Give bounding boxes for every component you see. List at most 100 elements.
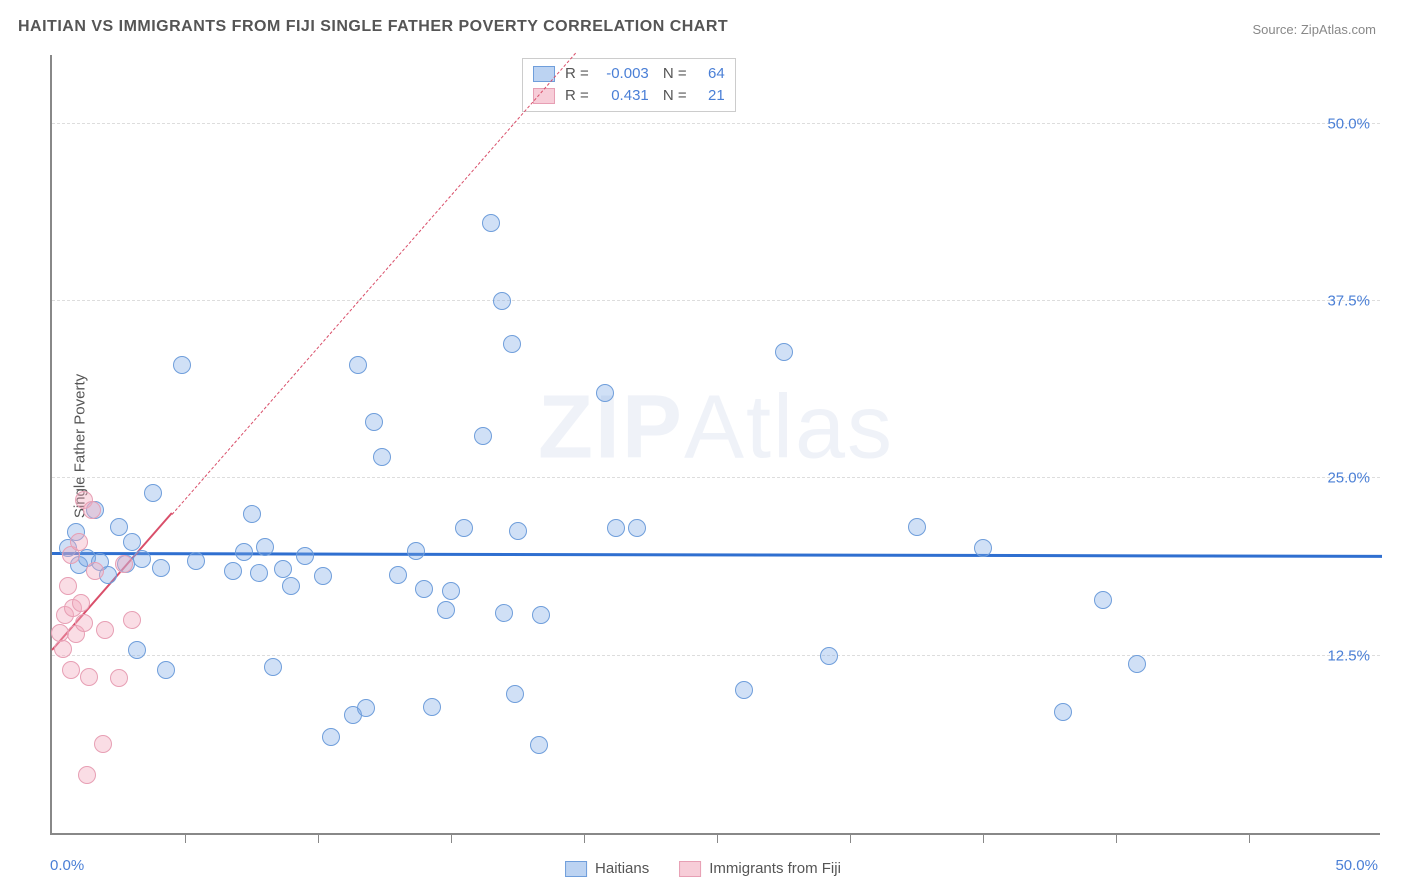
data-point — [115, 555, 133, 573]
data-point — [389, 566, 407, 584]
legend-swatch-0 — [565, 861, 587, 877]
data-point — [173, 356, 191, 374]
data-point — [503, 335, 521, 353]
data-point — [256, 538, 274, 556]
data-point — [423, 698, 441, 716]
data-point — [530, 736, 548, 754]
r-value-1: 0.431 — [599, 85, 649, 107]
data-point — [80, 668, 98, 686]
legend-row-series-1: R = 0.431 N = 21 — [533, 85, 725, 107]
data-point — [407, 542, 425, 560]
data-point — [144, 484, 162, 502]
trend-line — [171, 52, 576, 514]
data-point — [264, 658, 282, 676]
correlation-legend: R = -0.003 N = 64 R = 0.431 N = 21 — [522, 58, 736, 112]
x-axis-max-label: 50.0% — [1335, 857, 1378, 874]
data-point — [243, 505, 261, 523]
data-point — [1094, 591, 1112, 609]
data-point — [493, 292, 511, 310]
r-value-0: -0.003 — [599, 63, 649, 85]
data-point — [908, 518, 926, 536]
data-point — [110, 518, 128, 536]
data-point — [274, 560, 292, 578]
chart-title: HAITIAN VS IMMIGRANTS FROM FIJI SINGLE F… — [18, 18, 728, 36]
grid-line-h — [52, 655, 1380, 656]
data-point — [59, 577, 77, 595]
scatter-plot-area: ZIPAtlas R = -0.003 N = 64 R = 0.431 N =… — [50, 55, 1380, 835]
data-point — [357, 699, 375, 717]
x-tick — [451, 833, 452, 843]
data-point — [974, 539, 992, 557]
data-point — [532, 606, 550, 624]
data-point — [349, 356, 367, 374]
data-point — [110, 669, 128, 687]
data-point — [72, 594, 90, 612]
watermark: ZIPAtlas — [538, 377, 894, 480]
data-point — [78, 766, 96, 784]
legend-label-0: Haitians — [595, 860, 649, 877]
data-point — [128, 641, 146, 659]
y-tick-label: 25.0% — [1327, 470, 1370, 487]
data-point — [282, 577, 300, 595]
data-point — [96, 621, 114, 639]
x-tick — [983, 833, 984, 843]
data-point — [628, 519, 646, 537]
data-point — [54, 640, 72, 658]
legend-item-1: Immigrants from Fiji — [679, 860, 841, 877]
x-tick — [318, 833, 319, 843]
data-point — [1128, 655, 1146, 673]
y-tick-label: 50.0% — [1327, 115, 1370, 132]
data-point — [596, 384, 614, 402]
data-point — [455, 519, 473, 537]
data-point — [152, 559, 170, 577]
legend-swatch-1 — [679, 861, 701, 877]
data-point — [94, 735, 112, 753]
data-point — [415, 580, 433, 598]
legend-item-0: Haitians — [565, 860, 649, 877]
data-point — [495, 604, 513, 622]
data-point — [86, 562, 104, 580]
data-point — [482, 214, 500, 232]
data-point — [123, 533, 141, 551]
data-point — [296, 547, 314, 565]
n-label: N = — [659, 85, 687, 107]
y-tick-label: 12.5% — [1327, 647, 1370, 664]
data-point — [133, 550, 151, 568]
data-point — [373, 448, 391, 466]
data-point — [735, 681, 753, 699]
y-tick-label: 37.5% — [1327, 293, 1370, 310]
x-tick — [1249, 833, 1250, 843]
x-tick — [1116, 833, 1117, 843]
x-axis-min-label: 0.0% — [50, 857, 84, 874]
data-point — [509, 522, 527, 540]
x-tick — [185, 833, 186, 843]
data-point — [442, 582, 460, 600]
grid-line-h — [52, 300, 1380, 301]
source-attribution: Source: ZipAtlas.com — [1252, 22, 1376, 37]
series-legend: Haitians Immigrants from Fiji — [565, 860, 841, 877]
data-point — [365, 413, 383, 431]
data-point — [62, 661, 80, 679]
r-label: R = — [565, 63, 589, 85]
data-point — [474, 427, 492, 445]
legend-label-1: Immigrants from Fiji — [709, 860, 841, 877]
data-point — [322, 728, 340, 746]
data-point — [437, 601, 455, 619]
data-point — [506, 685, 524, 703]
n-value-1: 21 — [697, 85, 725, 107]
data-point — [224, 562, 242, 580]
data-point — [607, 519, 625, 537]
data-point — [820, 647, 838, 665]
n-value-0: 64 — [697, 63, 725, 85]
data-point — [235, 543, 253, 561]
data-point — [83, 501, 101, 519]
n-label: N = — [659, 63, 687, 85]
data-point — [70, 533, 88, 551]
data-point — [157, 661, 175, 679]
watermark-thin: Atlas — [684, 378, 894, 478]
data-point — [1054, 703, 1072, 721]
grid-line-h — [52, 123, 1380, 124]
r-label: R = — [565, 85, 589, 107]
grid-line-h — [52, 477, 1380, 478]
x-tick — [717, 833, 718, 843]
